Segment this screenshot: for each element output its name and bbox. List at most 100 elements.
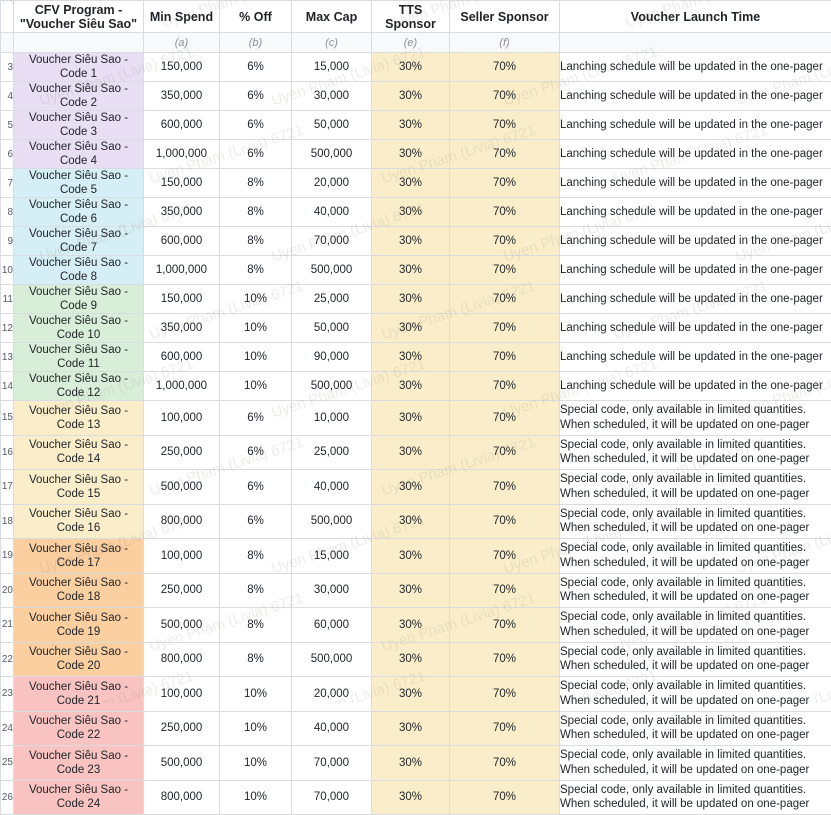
cell-tts-sponsor[interactable]: 30% xyxy=(372,470,450,505)
cell-program-name[interactable]: Voucher Siêu Sao - Code 3 xyxy=(14,111,144,140)
cell-tts-sponsor[interactable]: 30% xyxy=(372,53,450,82)
cell-tts-sponsor[interactable]: 30% xyxy=(372,746,450,781)
cell-max-cap[interactable]: 50,000 xyxy=(292,314,372,343)
cell-program-name[interactable]: Voucher Siêu Sao - Code 9 xyxy=(14,285,144,314)
row-number-cell[interactable]: 5 xyxy=(1,111,14,140)
cell-min-spend[interactable]: 1,000,000 xyxy=(144,140,220,169)
cell-program-name[interactable]: Voucher Siêu Sao - Code 22 xyxy=(14,711,144,746)
cell-min-spend[interactable]: 150,000 xyxy=(144,53,220,82)
cell-max-cap[interactable]: 500,000 xyxy=(292,140,372,169)
cell-min-spend[interactable]: 150,000 xyxy=(144,169,220,198)
cell-pct-off[interactable]: 6% xyxy=(220,140,292,169)
cell-min-spend[interactable]: 600,000 xyxy=(144,111,220,140)
cell-tts-sponsor[interactable]: 30% xyxy=(372,314,450,343)
cell-min-spend[interactable]: 350,000 xyxy=(144,314,220,343)
cell-tts-sponsor[interactable]: 30% xyxy=(372,573,450,608)
row-number-cell[interactable]: 15 xyxy=(1,401,14,436)
cell-max-cap[interactable]: 500,000 xyxy=(292,504,372,539)
cell-pct-off[interactable]: 6% xyxy=(220,111,292,140)
row-number-cell[interactable]: 22 xyxy=(1,642,14,677)
cell-max-cap[interactable]: 90,000 xyxy=(292,343,372,372)
cell-max-cap[interactable]: 10,000 xyxy=(292,401,372,436)
cell-launch-time[interactable]: Special code, only available in limited … xyxy=(560,711,831,746)
column-header-min-spend[interactable]: Min Spend xyxy=(144,1,220,33)
cell-min-spend[interactable]: 500,000 xyxy=(144,470,220,505)
cell-pct-off[interactable]: 10% xyxy=(220,314,292,343)
row-number-cell[interactable]: 3 xyxy=(1,53,14,82)
cell-launch-time[interactable]: Lanching schedule will be updated in the… xyxy=(560,82,831,111)
cell-pct-off[interactable]: 8% xyxy=(220,256,292,285)
row-number-cell[interactable]: 8 xyxy=(1,198,14,227)
cell-launch-time[interactable]: Lanching schedule will be updated in the… xyxy=(560,169,831,198)
cell-tts-sponsor[interactable]: 30% xyxy=(372,111,450,140)
cell-launch-time[interactable]: Special code, only available in limited … xyxy=(560,573,831,608)
cell-min-spend[interactable]: 250,000 xyxy=(144,711,220,746)
cell-min-spend[interactable]: 150,000 xyxy=(144,285,220,314)
row-number-cell[interactable]: 14 xyxy=(1,372,14,401)
cell-max-cap[interactable]: 50,000 xyxy=(292,111,372,140)
cell-max-cap[interactable]: 40,000 xyxy=(292,711,372,746)
cell-launch-time[interactable]: Special code, only available in limited … xyxy=(560,608,831,643)
cell-program-name[interactable]: Voucher Siêu Sao - Code 4 xyxy=(14,140,144,169)
cell-launch-time[interactable]: Special code, only available in limited … xyxy=(560,401,831,436)
cell-seller-sponsor[interactable]: 70% xyxy=(450,372,560,401)
row-number-cell[interactable]: 4 xyxy=(1,82,14,111)
column-header-program-name[interactable]: CFV Program - "Voucher Siêu Sao" xyxy=(14,1,144,33)
cell-max-cap[interactable]: 40,000 xyxy=(292,198,372,227)
cell-pct-off[interactable]: 6% xyxy=(220,82,292,111)
cell-min-spend[interactable]: 100,000 xyxy=(144,401,220,436)
column-header-pct-off[interactable]: % Off xyxy=(220,1,292,33)
cell-max-cap[interactable]: 70,000 xyxy=(292,227,372,256)
cell-max-cap[interactable]: 60,000 xyxy=(292,608,372,643)
cell-tts-sponsor[interactable]: 30% xyxy=(372,227,450,256)
cell-seller-sponsor[interactable]: 70% xyxy=(450,256,560,285)
cell-tts-sponsor[interactable]: 30% xyxy=(372,256,450,285)
cell-launch-time[interactable]: Special code, only available in limited … xyxy=(560,504,831,539)
cell-min-spend[interactable]: 1,000,000 xyxy=(144,372,220,401)
cell-program-name[interactable]: Voucher Siêu Sao - Code 19 xyxy=(14,608,144,643)
cell-seller-sponsor[interactable]: 70% xyxy=(450,53,560,82)
cell-program-name[interactable]: Voucher Siêu Sao - Code 13 xyxy=(14,401,144,436)
cell-min-spend[interactable]: 800,000 xyxy=(144,642,220,677)
cell-max-cap[interactable]: 20,000 xyxy=(292,677,372,712)
cell-tts-sponsor[interactable]: 30% xyxy=(372,677,450,712)
cell-seller-sponsor[interactable]: 70% xyxy=(450,285,560,314)
cell-program-name[interactable]: Voucher Siêu Sao - Code 14 xyxy=(14,435,144,470)
cell-seller-sponsor[interactable]: 70% xyxy=(450,343,560,372)
cell-min-spend[interactable]: 500,000 xyxy=(144,608,220,643)
cell-seller-sponsor[interactable]: 70% xyxy=(450,677,560,712)
cell-launch-time[interactable]: Lanching schedule will be updated in the… xyxy=(560,227,831,256)
cell-launch-time[interactable]: Lanching schedule will be updated in the… xyxy=(560,314,831,343)
cell-launch-time[interactable]: Lanching schedule will be updated in the… xyxy=(560,285,831,314)
row-number-cell[interactable]: 12 xyxy=(1,314,14,343)
cell-min-spend[interactable]: 500,000 xyxy=(144,746,220,781)
cell-launch-time[interactable]: Lanching schedule will be updated in the… xyxy=(560,140,831,169)
cell-launch-time[interactable]: Special code, only available in limited … xyxy=(560,746,831,781)
cell-seller-sponsor[interactable]: 70% xyxy=(450,711,560,746)
cell-min-spend[interactable]: 600,000 xyxy=(144,343,220,372)
cell-pct-off[interactable]: 8% xyxy=(220,227,292,256)
cell-tts-sponsor[interactable]: 30% xyxy=(372,82,450,111)
cell-max-cap[interactable]: 25,000 xyxy=(292,435,372,470)
cell-pct-off[interactable]: 10% xyxy=(220,746,292,781)
cell-seller-sponsor[interactable]: 70% xyxy=(450,111,560,140)
column-header-max-cap[interactable]: Max Cap xyxy=(292,1,372,33)
cell-seller-sponsor[interactable]: 70% xyxy=(450,470,560,505)
cell-launch-time[interactable]: Special code, only available in limited … xyxy=(560,435,831,470)
column-header-tts-sponsor[interactable]: TTS Sponsor xyxy=(372,1,450,33)
row-number-cell[interactable]: 19 xyxy=(1,539,14,574)
cell-program-name[interactable]: Voucher Siêu Sao - Code 1 xyxy=(14,53,144,82)
cell-pct-off[interactable]: 10% xyxy=(220,285,292,314)
cell-min-spend[interactable]: 800,000 xyxy=(144,504,220,539)
cell-seller-sponsor[interactable]: 70% xyxy=(450,642,560,677)
cell-program-name[interactable]: Voucher Siêu Sao - Code 17 xyxy=(14,539,144,574)
cell-tts-sponsor[interactable]: 30% xyxy=(372,169,450,198)
cell-seller-sponsor[interactable]: 70% xyxy=(450,573,560,608)
cell-seller-sponsor[interactable]: 70% xyxy=(450,780,560,815)
cell-pct-off[interactable]: 6% xyxy=(220,504,292,539)
column-header-seller-sponsor[interactable]: Seller Sponsor xyxy=(450,1,560,33)
cell-program-name[interactable]: Voucher Siêu Sao - Code 23 xyxy=(14,746,144,781)
row-number-cell[interactable]: 26 xyxy=(1,780,14,815)
row-number-cell[interactable]: 7 xyxy=(1,169,14,198)
column-header-launch-time[interactable]: Voucher Launch Time xyxy=(560,1,831,33)
